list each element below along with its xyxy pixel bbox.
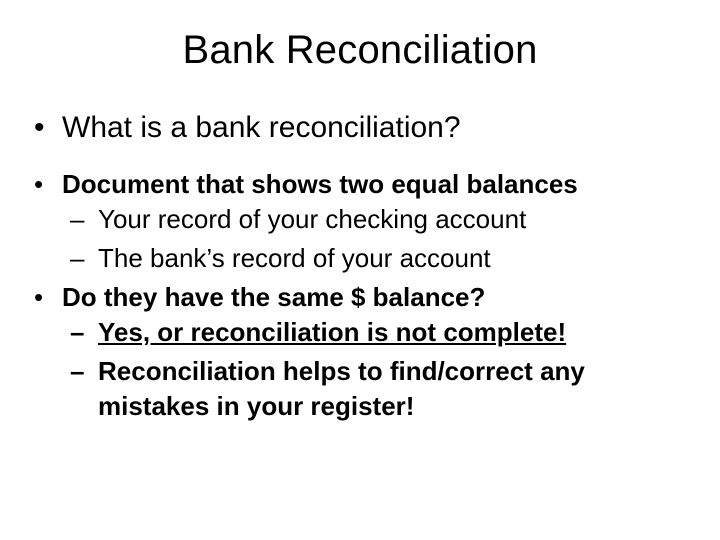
subpoint-bank-record: The bank’s record of your account [62, 241, 692, 276]
point-text: Document that shows two equal balances [62, 169, 578, 199]
slide: Bank Reconciliation What is a bank recon… [0, 0, 720, 540]
subpoint-find-mistakes: Reconciliation helps to find/correct any… [62, 354, 692, 424]
point-text: Do they have the same $ balance? [62, 282, 485, 312]
subpoint-yes-complete: Yes, or reconciliation is not complete! [62, 315, 692, 350]
bullet-list-level1: What is a bank reconciliation? [28, 109, 692, 147]
bullet-list-level2: Document that shows two equal balances Y… [28, 167, 692, 425]
subpoint-your-record: Your record of your checking account [62, 202, 692, 237]
point-two-balances: Document that shows two equal balances Y… [28, 167, 692, 276]
point-same-balance: Do they have the same $ balance? Yes, or… [28, 280, 692, 424]
question-bullet: What is a bank reconciliation? [28, 109, 692, 147]
slide-title: Bank Reconciliation [28, 28, 692, 73]
